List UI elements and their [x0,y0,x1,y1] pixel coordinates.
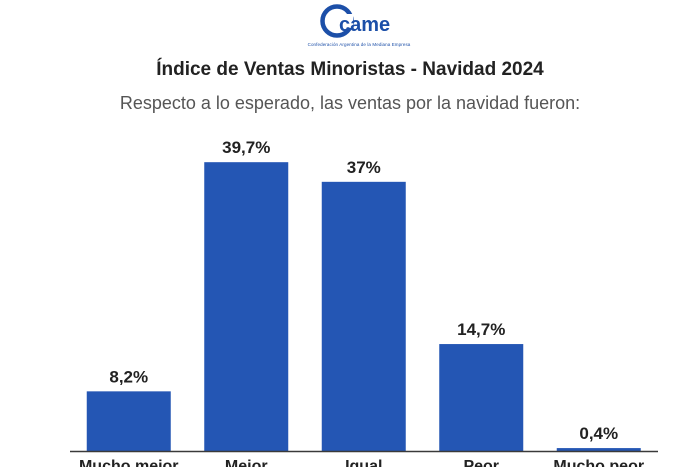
bar-0 [86,391,171,451]
value-label-4: 0,4% [579,424,618,443]
chart-title: Índice de Ventas Minoristas - Navidad 20… [156,59,544,80]
category-label-4: Mucho peor [553,458,644,467]
value-label-0: 8,2% [109,367,148,386]
category-label-1: Mejor [225,458,268,467]
logo-subtitle: Confederación Argentina de la Mediana Em… [307,42,411,47]
chart-subtitle: Respecto a lo esperado, las ventas por l… [119,93,581,113]
category-label-2: Igual [345,458,382,467]
logo-word-text: came [339,14,390,36]
logo-c-gap [341,14,353,28]
bar-4 [556,448,641,451]
bar-3 [439,344,524,451]
value-label-3: 14,7% [457,320,505,339]
value-label-1: 39,7% [222,138,270,157]
value-label-2: 37% [347,158,381,177]
category-label-0: Mucho mejor [79,458,179,467]
came-logo: came [320,4,390,38]
bar-1 [204,162,289,451]
category-label-3: Peor [463,458,499,467]
bar-2 [321,181,406,451]
